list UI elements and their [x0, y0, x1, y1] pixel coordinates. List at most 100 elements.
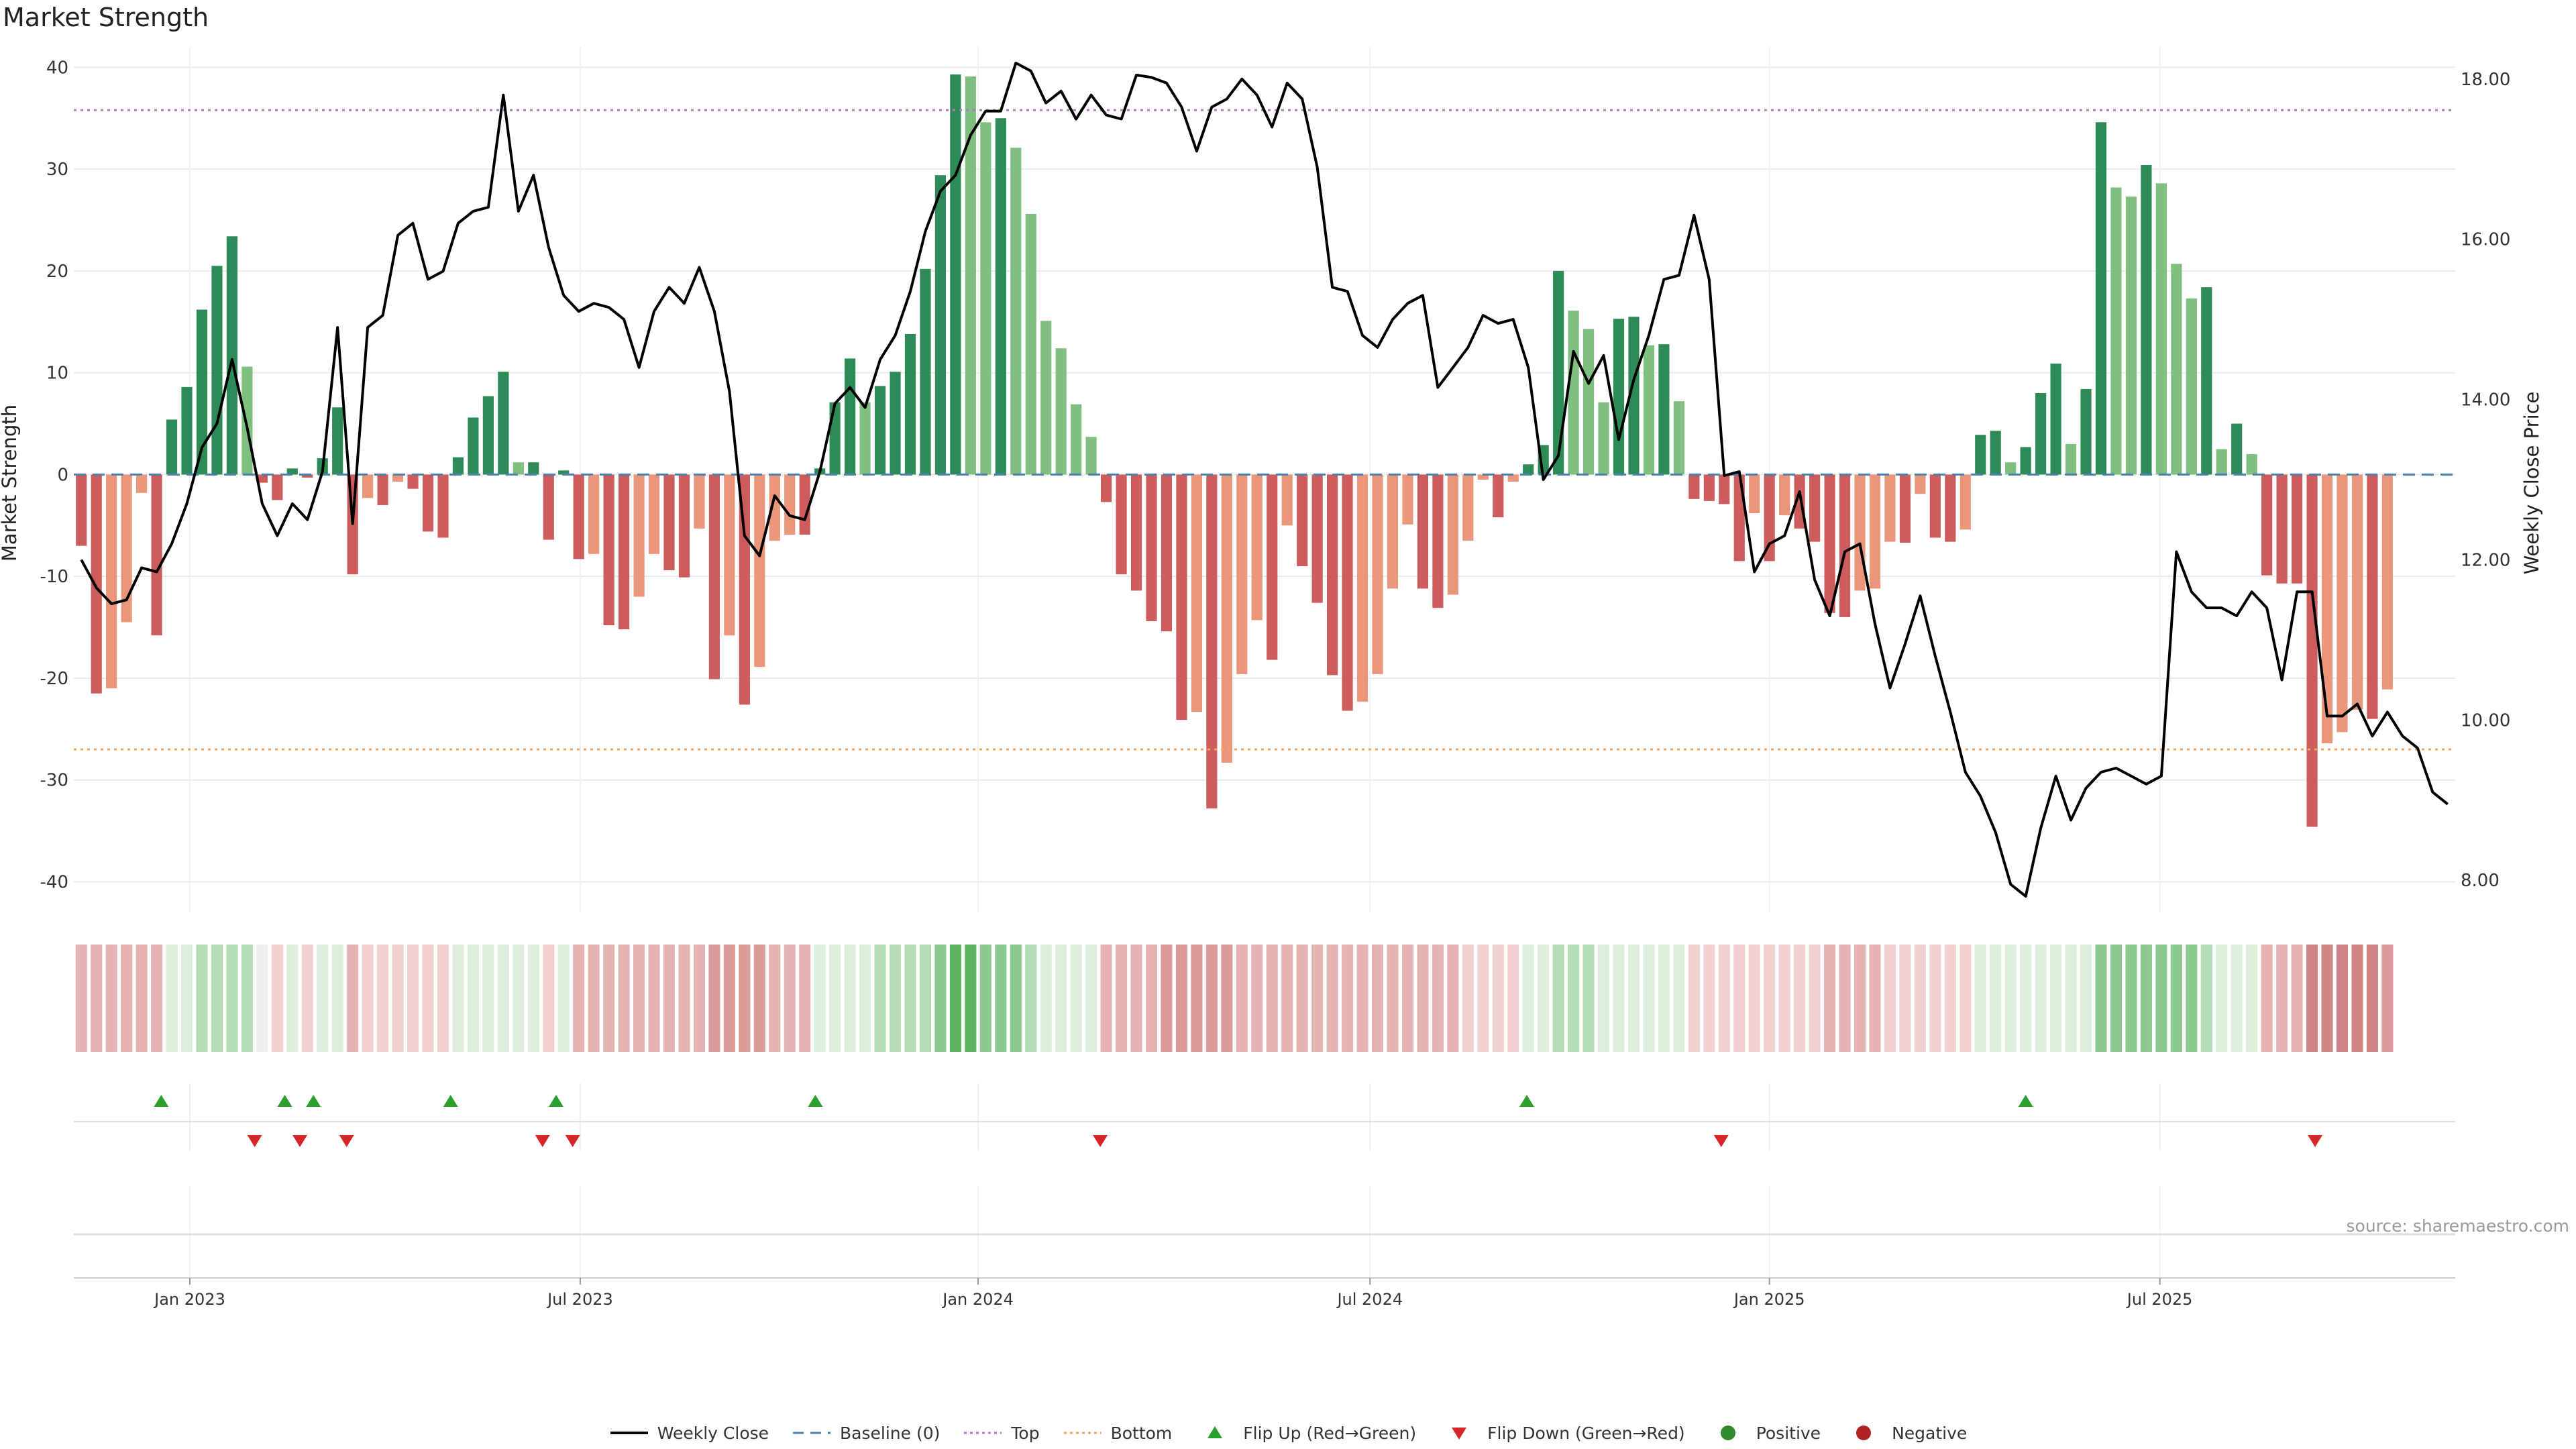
heat-cell: [1356, 945, 1368, 1052]
heat-cell: [2110, 945, 2122, 1052]
strength-bar: [1523, 464, 1534, 475]
heat-cell: [1824, 945, 1836, 1052]
strength-bar: [1342, 474, 1353, 711]
heat-cell: [1839, 945, 1851, 1052]
strength-bar: [1658, 344, 1670, 475]
heat-cell: [2381, 945, 2394, 1052]
heat-cell: [919, 945, 931, 1052]
flip-down-marker: [1713, 1135, 1729, 1147]
heat-cell: [452, 945, 464, 1052]
heat-cell: [603, 945, 615, 1052]
chart-canvas: -40 -30 -20 -10 0 10 20 30 40 8.00 10.00 12.00 14.00…: [0, 47, 2543, 1309]
strength-bar: [2261, 474, 2273, 576]
strength-bar: [1161, 474, 1173, 632]
strength-bar: [407, 474, 419, 489]
strength-bar: [543, 474, 554, 540]
strength-bar: [2125, 197, 2137, 475]
heat-cell: [2321, 945, 2333, 1052]
heat-cell: [301, 945, 313, 1052]
x-tick-label: Jul 2024: [1336, 1290, 1403, 1309]
strength-bar: [1462, 474, 1474, 541]
heat-cell: [1417, 945, 1429, 1052]
heat-cell: [1145, 945, 1158, 1052]
legend-item-close: Weekly Close: [609, 1423, 769, 1443]
strength-bar: [2050, 363, 2061, 475]
heat-cell: [934, 945, 947, 1052]
flip-down-marker: [247, 1135, 262, 1147]
strength-bar: [2367, 474, 2378, 719]
strength-bar: [166, 419, 178, 475]
strength-bar: [1477, 474, 1489, 480]
source-note: source: sharemaestro.com: [2346, 1216, 2570, 1236]
heat-cell: [1613, 945, 1625, 1052]
heat-cell: [663, 945, 676, 1052]
strength-bar: [980, 122, 991, 475]
strength-bar: [1884, 474, 1896, 542]
strength-bar: [1281, 474, 1293, 526]
strength-bar: [724, 474, 735, 636]
strength-bar: [2291, 474, 2303, 584]
y2-tick-label: 14.00: [2461, 390, 2510, 411]
strength-bar: [286, 468, 298, 475]
heat-cell: [1899, 945, 1911, 1052]
y-tick-label: 10: [46, 364, 68, 384]
heat-cell: [105, 945, 117, 1052]
y-tick-label: -30: [40, 771, 68, 791]
heat-cell: [2351, 945, 2363, 1052]
reference-lines: [74, 109, 2455, 751]
heat-cell: [2200, 945, 2212, 1052]
heat-cell: [1040, 945, 1052, 1052]
heat-cell: [693, 945, 705, 1052]
strength-bar: [619, 474, 630, 630]
strength-bar: [2005, 462, 2017, 475]
heat-cell: [995, 945, 1007, 1052]
strength-bar: [181, 386, 193, 475]
strength-bar: [2155, 183, 2167, 475]
heat-cell: [2216, 945, 2228, 1052]
heat-cell: [2291, 945, 2303, 1052]
heat-cell: [2125, 945, 2137, 1052]
heat-cell: [1161, 945, 1173, 1052]
strength-bar: [1568, 311, 1579, 475]
legend-label: Baseline (0): [840, 1423, 941, 1443]
heat-cell: [331, 945, 343, 1052]
flip-down-marker: [292, 1135, 308, 1147]
strength-bar: [950, 74, 961, 475]
heat-cell: [1281, 945, 1293, 1052]
strength-bar: [1628, 317, 1640, 475]
heat-cell: [2231, 945, 2243, 1052]
heat-cell: [1100, 945, 1112, 1052]
heat-cell: [513, 945, 525, 1052]
heat-cell: [1116, 945, 1128, 1052]
heat-cell: [648, 945, 660, 1052]
strength-bar: [633, 474, 645, 597]
heat-cell: [1085, 945, 1097, 1052]
strength-bar: [995, 118, 1006, 475]
heat-cell: [136, 945, 148, 1052]
legend-label: Weekly Close: [657, 1423, 769, 1443]
heat-cell: [1130, 945, 1142, 1052]
strength-bar: [1869, 474, 1881, 589]
strength-bar: [1582, 329, 1595, 475]
strength-bar: [1929, 474, 1941, 538]
heat-cell: [362, 945, 374, 1052]
heat-cell: [1944, 945, 1956, 1052]
strength-bar: [482, 396, 494, 475]
strength-bar: [2035, 393, 2047, 475]
legend-item-flip_down: Flip Down (Green→Red): [1439, 1423, 1685, 1443]
strength-bar: [362, 474, 374, 498]
heat-cell: [588, 945, 600, 1052]
heat-cell: [1387, 945, 1399, 1052]
heat-cell: [678, 945, 690, 1052]
heat-cell: [1658, 945, 1670, 1052]
heat-cell: [1447, 945, 1459, 1052]
strength-bar: [2095, 122, 2107, 475]
y-axis-label: Market Strength: [0, 405, 21, 561]
strength-bar: [829, 402, 841, 475]
strength-bar: [1553, 270, 1564, 475]
heat-cell: [799, 945, 811, 1052]
heat-cell: [2276, 945, 2288, 1052]
strength-bar: [1055, 348, 1067, 475]
heat-cell: [1326, 945, 1338, 1052]
flip-markers: [74, 1083, 2455, 1150]
